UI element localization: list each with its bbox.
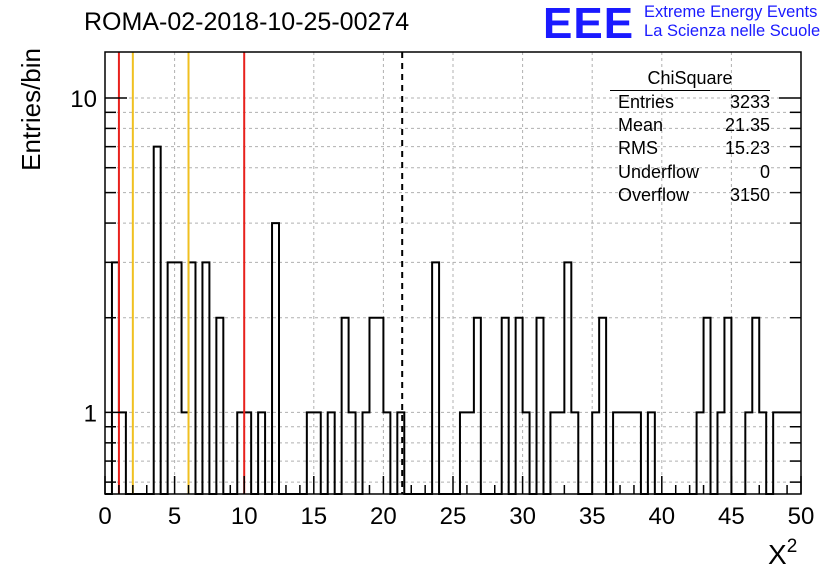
histogram-bin	[752, 318, 759, 494]
histogram-bin	[328, 412, 335, 494]
histogram-bin	[620, 412, 627, 494]
stat-label: Overflow	[618, 184, 690, 205]
histogram-bin	[154, 147, 161, 494]
reference-lines	[117, 52, 404, 494]
histogram-bin	[342, 318, 349, 494]
eee-logo: EEE Extreme Energy Events La Scienza nel…	[543, 2, 820, 46]
stat-row-mean: Mean 21.35	[610, 114, 770, 137]
logo-line-1: Extreme Energy Events	[644, 3, 818, 21]
x-tick-label: 15	[300, 503, 327, 530]
stat-row-overflow: Overflow 3150	[610, 184, 770, 207]
histogram-bin	[467, 412, 474, 494]
histogram-bin	[272, 223, 279, 494]
histogram-bin	[460, 412, 467, 494]
histogram-bin	[432, 262, 439, 494]
stats-title: ChiSquare	[610, 68, 770, 91]
histogram-bin	[397, 412, 404, 494]
histogram-bin	[349, 412, 356, 494]
histogram-bin	[537, 318, 544, 494]
histogram-bin	[724, 318, 731, 494]
histogram-bin	[627, 412, 634, 494]
histogram-bin	[780, 412, 787, 494]
histogram-bin	[634, 412, 641, 494]
histogram-bin	[314, 412, 321, 494]
stat-label: Underflow	[618, 161, 700, 182]
histogram-bin	[592, 412, 599, 494]
histogram-bin	[773, 412, 780, 494]
axis-ticks	[104, 97, 802, 494]
histogram-bin	[564, 262, 571, 494]
histogram-bin	[474, 318, 481, 494]
stat-label: RMS	[618, 138, 658, 159]
x-tick-label: 5	[168, 503, 181, 530]
histogram-bin	[168, 262, 175, 494]
stat-value: 15.23	[724, 138, 770, 159]
tick-labels: 0 5 10 15 20 25 30 35 40 45 50 1 10	[70, 86, 814, 530]
histogram-bin	[523, 412, 530, 494]
stat-value: 3150	[729, 184, 770, 205]
stat-label: Mean	[618, 115, 664, 136]
histogram-bin	[258, 412, 265, 494]
x-tick-label: 40	[648, 503, 675, 530]
x-tick-label: 25	[440, 503, 467, 530]
y-axis-label: Entries/bin	[16, 48, 46, 171]
x-tick-label: 10	[231, 503, 258, 530]
stat-row-rms: RMS 15.23	[610, 137, 770, 160]
histogram-bin	[759, 412, 766, 494]
histogram-bin	[237, 412, 244, 494]
logo-line-2: La Scienza nelle Scuole	[644, 22, 821, 40]
histogram-bin	[369, 318, 376, 494]
x-tick-label: 35	[579, 503, 606, 530]
histogram-bin	[704, 318, 711, 494]
y-tick-label: 1	[84, 400, 97, 427]
logo-mark: EEE	[543, 0, 635, 48]
histogram-bin	[112, 262, 119, 494]
histogram-bin	[571, 412, 578, 494]
stat-label: Entries	[618, 92, 675, 112]
y-tick-label: 10	[70, 86, 97, 113]
histogram-bin	[599, 318, 606, 494]
stat-value: 0	[759, 161, 770, 182]
stats-box: ChiSquare Entries 3233 Mean 21.35 RMS 15…	[610, 68, 770, 207]
histogram-bin	[383, 412, 390, 494]
histogram-bin	[175, 262, 182, 494]
histogram-bin	[613, 412, 620, 494]
histogram-bin	[202, 262, 209, 494]
histogram-bin	[550, 412, 557, 494]
histogram-bin	[648, 412, 655, 494]
histogram-bin	[363, 412, 370, 494]
run-title: ROMA-02-2018-10-25-00274	[84, 8, 410, 36]
histogram-bin	[376, 318, 383, 494]
histogram-bin	[119, 412, 126, 494]
x-axis-label-base: X	[768, 539, 787, 570]
stat-row-underflow: Underflow 0	[610, 161, 770, 184]
x-tick-label: 30	[509, 503, 536, 530]
histogram-bin	[182, 412, 189, 494]
stat-row-entries: Entries 3233	[610, 91, 770, 114]
histogram-bin	[216, 318, 223, 494]
x-axis-label-superscript: 2	[787, 536, 798, 557]
x-tick-label: 45	[718, 503, 745, 530]
histogram-bin	[557, 412, 564, 494]
x-tick-label: 0	[98, 503, 111, 530]
histogram-bin	[502, 318, 509, 494]
histogram-bin	[516, 318, 523, 494]
histogram-bin	[717, 412, 724, 494]
x-tick-label: 20	[370, 503, 397, 530]
stat-value: 21.35	[724, 115, 770, 136]
logo-text: Extreme Energy Events La Scienza nelle S…	[644, 2, 820, 41]
histogram-bin	[745, 412, 752, 494]
histogram-bin	[244, 412, 251, 494]
histogram-bin	[189, 262, 196, 494]
x-axis-label: X2	[768, 536, 797, 570]
histogram-bin	[307, 412, 314, 494]
histogram-bin	[697, 412, 704, 494]
stat-value: 3233	[729, 92, 770, 112]
x-tick-label: 50	[788, 503, 815, 530]
